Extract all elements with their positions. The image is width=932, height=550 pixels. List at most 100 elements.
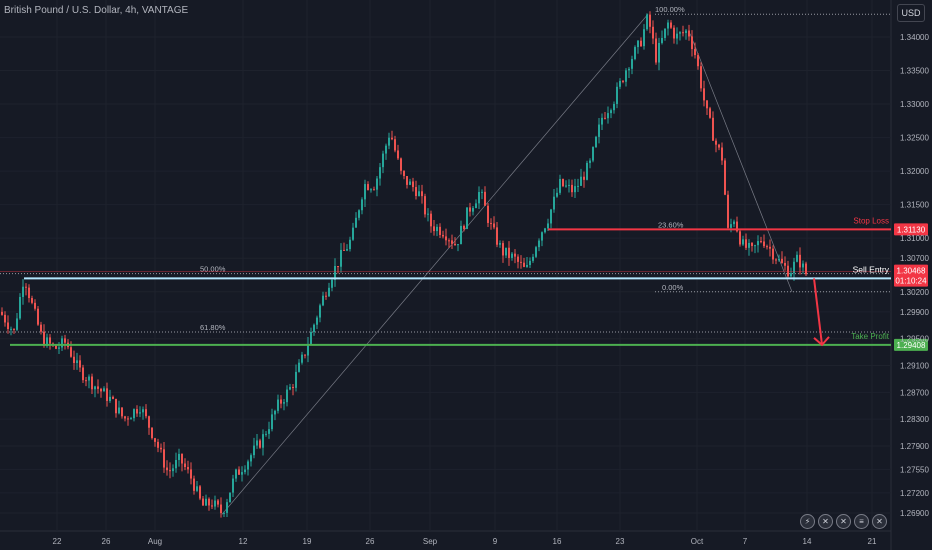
x-tick-label: 26: [102, 537, 111, 546]
candle-body: [394, 139, 396, 151]
candle-body: [631, 59, 633, 69]
candle-body: [178, 453, 180, 460]
candle-body: [802, 263, 804, 268]
gb-flag-icon[interactable]: ✕: [836, 514, 851, 529]
candle-body: [226, 502, 228, 513]
candle-body: [304, 354, 306, 356]
candle-body: [520, 261, 522, 263]
candle-body: [625, 70, 627, 82]
candle-body: [661, 37, 663, 43]
candle-body: [571, 184, 573, 193]
candle-body: [34, 302, 36, 309]
fib-level-label: 100.00%: [655, 5, 685, 14]
candle-body: [259, 440, 261, 448]
y-tick-label: 1.29500: [900, 335, 929, 344]
candle-body: [778, 258, 780, 261]
candle-body: [448, 240, 450, 242]
candle-body: [265, 433, 267, 435]
candle-body: [415, 187, 417, 197]
candle-body: [70, 347, 72, 357]
candle-body: [418, 191, 420, 197]
candle-body: [352, 227, 354, 240]
candle-body: [100, 388, 102, 392]
candle-body: [538, 240, 540, 248]
y-tick-label: 1.33500: [900, 67, 929, 76]
candle-body: [586, 162, 588, 180]
candle-body: [502, 243, 504, 256]
candle-body: [745, 239, 747, 248]
candle-body: [130, 418, 132, 420]
candle-body: [301, 354, 303, 363]
candle-body: [337, 266, 339, 268]
candle-body: [790, 273, 792, 277]
candle-body: [373, 189, 375, 191]
candle-body: [655, 38, 657, 63]
candle-body: [385, 145, 387, 154]
candle-body: [721, 147, 723, 161]
candle-body: [478, 192, 480, 204]
candle-body: [652, 26, 654, 39]
candle-body: [559, 178, 561, 193]
candle-body: [280, 399, 282, 404]
candle-body: [106, 388, 108, 401]
candle-body: [514, 253, 516, 257]
candle-body: [205, 498, 207, 506]
candle-body: [511, 253, 513, 258]
candle-body: [334, 266, 336, 280]
candle-body: [4, 314, 6, 323]
candle-body: [658, 42, 660, 63]
candle-body: [460, 225, 462, 245]
candle-body: [217, 500, 219, 505]
candle-body: [799, 254, 801, 268]
candle-body: [442, 234, 444, 237]
candle-body: [115, 398, 117, 414]
candle-body: [457, 244, 459, 246]
candle-body: [472, 208, 474, 212]
candle-body: [85, 380, 87, 382]
candle-body: [163, 449, 165, 468]
candle-body: [505, 247, 507, 256]
candle-body: [430, 213, 432, 227]
candle-body: [172, 468, 174, 472]
candle-body: [667, 22, 669, 29]
candle-body: [439, 226, 441, 235]
candle-body: [46, 337, 48, 346]
candle-body: [499, 243, 501, 245]
us-flag-icon[interactable]: ≡: [854, 514, 869, 529]
y-tick-label: 1.31000: [900, 234, 929, 243]
candle-body: [643, 29, 645, 47]
candle-body: [340, 249, 342, 267]
candle-body: [670, 22, 672, 28]
candle-body: [208, 498, 210, 506]
candle-body: [88, 376, 90, 381]
candle-body: [187, 467, 189, 470]
candle-body: [427, 213, 429, 215]
currency-button[interactable]: USD: [897, 4, 925, 22]
lightning-icon[interactable]: ⚡: [800, 514, 815, 529]
candle-body: [16, 318, 18, 330]
stop-loss-price-tag: [894, 223, 928, 236]
candle-body: [718, 144, 720, 148]
candle-body: [214, 500, 216, 507]
candle-body: [223, 512, 225, 514]
candle-body: [436, 226, 438, 232]
candle-body: [145, 409, 147, 417]
candle-body: [64, 338, 66, 343]
gb-flag-icon[interactable]: ✕: [872, 514, 887, 529]
candle-body: [553, 196, 555, 210]
candle-body: [343, 249, 345, 251]
candle-body: [118, 407, 120, 414]
candle-body: [169, 470, 171, 472]
gb-flag-icon[interactable]: ✕: [818, 514, 833, 529]
candle-body: [364, 184, 366, 200]
candle-body: [286, 389, 288, 403]
candle-body: [694, 49, 696, 56]
candle-body: [751, 242, 753, 246]
candle-body: [247, 461, 249, 470]
candle-body: [40, 324, 42, 332]
candle-body: [748, 242, 750, 248]
candle-body: [109, 396, 111, 401]
candle-body: [58, 347, 60, 349]
candle-body: [103, 388, 105, 392]
stop-loss-label: Stop Loss: [853, 216, 889, 225]
